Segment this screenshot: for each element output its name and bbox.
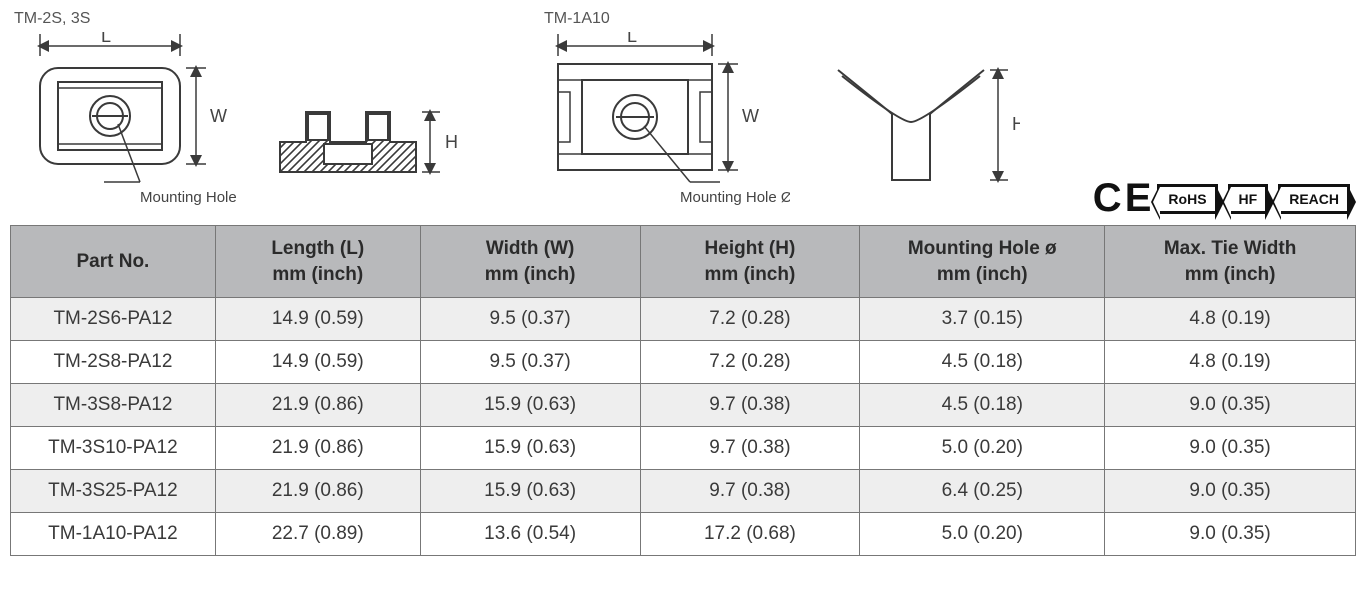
table-cell: 5.0 (0.20) <box>860 513 1105 556</box>
table-cell: 5.0 (0.20) <box>860 427 1105 470</box>
table-header-cell: Mounting Hole ømm (inch) <box>860 226 1105 298</box>
table-cell: 15.9 (0.63) <box>420 470 640 513</box>
diagram-group-tm2s3s: TM-2S, 3S L <box>10 10 460 212</box>
diagrams-row: TM-2S, 3S L <box>10 10 1020 212</box>
table-cell: 9.0 (0.35) <box>1105 384 1356 427</box>
table-cell: 14.9 (0.59) <box>215 341 420 384</box>
rohs-badge: RoHS <box>1157 184 1217 214</box>
table-cell: 9.5 (0.37) <box>420 341 640 384</box>
table-cell: 13.6 (0.54) <box>420 513 640 556</box>
table-cell: 21.9 (0.86) <box>215 427 420 470</box>
table-cell: 14.9 (0.59) <box>215 298 420 341</box>
diagram-tm1a10-top: L <box>540 32 790 212</box>
hf-badge: HF <box>1228 184 1269 214</box>
table-cell: TM-3S25-PA12 <box>11 470 216 513</box>
table-cell: 15.9 (0.63) <box>420 427 640 470</box>
table-row: TM-3S8-PA1221.9 (0.86)15.9 (0.63)9.7 (0.… <box>11 384 1356 427</box>
table-cell: 4.5 (0.18) <box>860 384 1105 427</box>
table-row: TM-1A10-PA1222.7 (0.89)13.6 (0.54)17.2 (… <box>11 513 1356 556</box>
table-cell: 4.8 (0.19) <box>1105 341 1356 384</box>
table-header-cell: Length (L)mm (inch) <box>215 226 420 298</box>
table-cell: 21.9 (0.86) <box>215 470 420 513</box>
table-header-cell: Max. Tie Widthmm (inch) <box>1105 226 1356 298</box>
diagram1-H-label: H <box>445 132 458 152</box>
table-cell: TM-2S6-PA12 <box>11 298 216 341</box>
diagram2-L-label: L <box>627 32 637 46</box>
diagram1-label: TM-2S, 3S <box>10 10 460 32</box>
table-cell: 22.7 (0.89) <box>215 513 420 556</box>
table-cell: 9.0 (0.35) <box>1105 513 1356 556</box>
table-row: TM-3S25-PA1221.9 (0.86)15.9 (0.63)9.7 (0… <box>11 470 1356 513</box>
table-cell: 9.5 (0.37) <box>420 298 640 341</box>
table-header-cell: Width (W)mm (inch) <box>420 226 640 298</box>
table-cell: 7.2 (0.28) <box>640 341 860 384</box>
table-header-cell: Height (H)mm (inch) <box>640 226 860 298</box>
spec-table: Part No.Length (L)mm (inch)Width (W)mm (… <box>10 225 1356 556</box>
table-cell: 21.9 (0.86) <box>215 384 420 427</box>
table-cell: 4.8 (0.19) <box>1105 298 1356 341</box>
table-header-row: Part No.Length (L)mm (inch)Width (W)mm (… <box>11 226 1356 298</box>
table-cell: 4.5 (0.18) <box>860 341 1105 384</box>
diagram2-H-label: H <box>1012 114 1020 134</box>
ce-mark: C E <box>1093 176 1148 221</box>
table-cell: TM-3S8-PA12 <box>11 384 216 427</box>
table-cell: 6.4 (0.25) <box>860 470 1105 513</box>
table-cell: 9.0 (0.35) <box>1105 470 1356 513</box>
table-cell: 15.9 (0.63) <box>420 384 640 427</box>
table-row: TM-2S6-PA1214.9 (0.59)9.5 (0.37)7.2 (0.2… <box>11 298 1356 341</box>
table-cell: TM-2S8-PA12 <box>11 341 216 384</box>
diagram1-W-label: W <box>210 106 227 126</box>
table-header-cell: Part No. <box>11 226 216 298</box>
table-cell: TM-1A10-PA12 <box>11 513 216 556</box>
diagram2-label: TM-1A10 <box>540 10 1020 32</box>
diagram-tm2s3s-top: L W <box>10 32 240 212</box>
table-row: TM-2S8-PA1214.9 (0.59)9.5 (0.37)7.2 (0.2… <box>11 341 1356 384</box>
diagram2-mh-label: Mounting Hole Ø <box>680 189 790 206</box>
diagram1-L-label: L <box>101 32 111 46</box>
table-cell: 9.7 (0.38) <box>640 427 860 470</box>
table-row: TM-3S10-PA1221.9 (0.86)15.9 (0.63)9.7 (0… <box>11 427 1356 470</box>
certification-badges: C E RoHS HF REACH <box>1093 176 1350 221</box>
table-cell: 3.7 (0.15) <box>860 298 1105 341</box>
diagram-tm2s3s-side: H <box>270 62 460 212</box>
table-cell: 17.2 (0.68) <box>640 513 860 556</box>
reach-badge: REACH <box>1278 184 1350 214</box>
diagram1-mh-label: Mounting Hole Ø <box>140 189 240 206</box>
diagram-tm1a10-side: H <box>820 52 1020 212</box>
diagram2-W-label: W <box>742 106 759 126</box>
table-cell: TM-3S10-PA12 <box>11 427 216 470</box>
diagram-group-tm1a10: TM-1A10 L <box>540 10 1020 212</box>
top-area: TM-2S, 3S L <box>10 10 1360 225</box>
table-cell: 7.2 (0.28) <box>640 298 860 341</box>
table-cell: 9.7 (0.38) <box>640 384 860 427</box>
table-cell: 9.7 (0.38) <box>640 470 860 513</box>
table-cell: 9.0 (0.35) <box>1105 427 1356 470</box>
